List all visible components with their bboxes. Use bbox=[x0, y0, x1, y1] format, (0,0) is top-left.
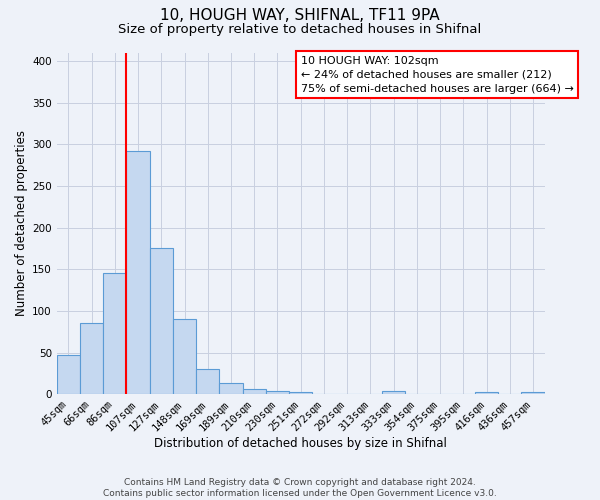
Bar bbox=[220, 382, 242, 394]
Bar bbox=[196, 370, 220, 394]
Bar bbox=[103, 274, 127, 394]
Text: 10 HOUGH WAY: 102sqm
← 24% of detached houses are smaller (212)
75% of semi-deta: 10 HOUGH WAY: 102sqm ← 24% of detached h… bbox=[301, 56, 574, 94]
Bar bbox=[127, 151, 150, 394]
Y-axis label: Number of detached properties: Number of detached properties bbox=[15, 130, 28, 316]
Text: Contains HM Land Registry data © Crown copyright and database right 2024.
Contai: Contains HM Land Registry data © Crown c… bbox=[103, 478, 497, 498]
Bar bbox=[266, 391, 289, 394]
Text: 10, HOUGH WAY, SHIFNAL, TF11 9PA: 10, HOUGH WAY, SHIFNAL, TF11 9PA bbox=[160, 8, 440, 22]
Bar bbox=[80, 322, 103, 394]
Bar bbox=[475, 392, 498, 394]
Bar bbox=[242, 390, 266, 394]
Bar bbox=[150, 248, 173, 394]
Bar bbox=[289, 392, 313, 394]
Bar bbox=[382, 391, 405, 394]
Bar bbox=[521, 392, 545, 394]
Bar bbox=[57, 355, 80, 395]
Text: Size of property relative to detached houses in Shifnal: Size of property relative to detached ho… bbox=[118, 22, 482, 36]
Bar bbox=[173, 318, 196, 394]
X-axis label: Distribution of detached houses by size in Shifnal: Distribution of detached houses by size … bbox=[154, 437, 447, 450]
